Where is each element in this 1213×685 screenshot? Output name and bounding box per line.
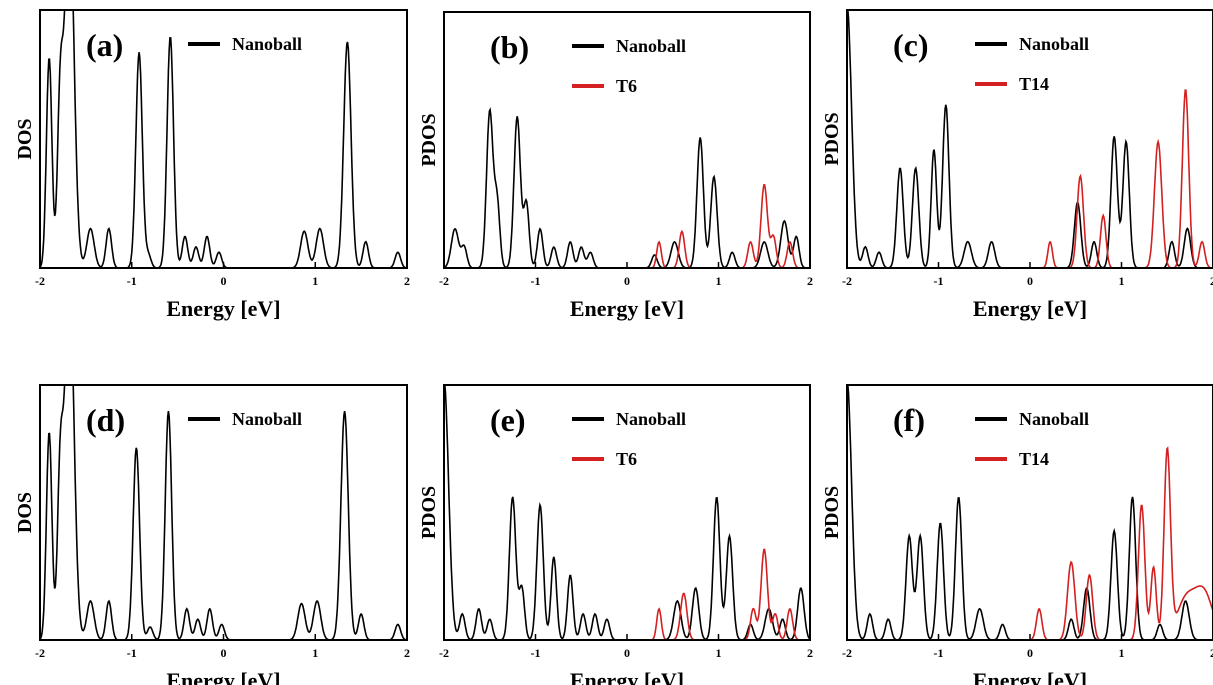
panel-c: -2 -1 0 1 2 Energy [eV] PDOS (c) Nanoball T14	[821, 9, 1213, 321]
x-tick-label: 2	[807, 646, 813, 660]
legend-label: Nanoball	[232, 409, 302, 429]
legend-label: T6	[616, 76, 637, 96]
panel-label: (d)	[86, 402, 125, 438]
x-tick-label: 2	[404, 646, 410, 660]
x-tick-label: 1	[312, 646, 318, 660]
x-tick-label: -1	[531, 274, 541, 288]
x-tick-label: -1	[934, 274, 944, 288]
x-tick-label: -2	[439, 646, 449, 660]
x-axis-label: Energy [eV]	[570, 668, 684, 685]
series-line-nanoball	[444, 106, 810, 268]
legend-label: Nanoball	[1019, 34, 1089, 54]
legend-label: Nanoball	[616, 36, 686, 56]
panel-d: -2 -1 0 1 2 Energy [eV] DOS (d) Nanoball	[14, 384, 410, 685]
y-axis-label: PDOS	[821, 112, 843, 165]
x-tick-label: -2	[842, 274, 852, 288]
series-line-t6	[444, 548, 810, 640]
panel-label: (c)	[893, 27, 929, 63]
y-axis-label: PDOS	[418, 486, 440, 539]
x-tick-label: 0	[624, 274, 630, 288]
legend-label: T14	[1019, 449, 1049, 469]
legend-label: Nanoball	[1019, 409, 1089, 429]
x-tick-label: -1	[934, 646, 944, 660]
x-tick-label: 2	[807, 274, 813, 288]
x-axis-label: Energy [eV]	[166, 668, 280, 685]
x-tick-label: 0	[221, 274, 227, 288]
panel-b: -2 -1 0 1 2 Energy [eV] PDOS (b) Nanoball T6	[418, 11, 813, 321]
x-tick-label: -2	[35, 646, 45, 660]
legend-label: Nanoball	[616, 409, 686, 429]
x-tick-label: 2	[1210, 274, 1213, 288]
x-tick-label: -1	[127, 646, 137, 660]
x-tick-label: 0	[221, 646, 227, 660]
x-axis-label: Energy [eV]	[973, 668, 1087, 685]
panel-f: -2 -1 0 1 2 Energy [eV] PDOS (f) Nanoball T14	[821, 384, 1213, 685]
x-axis-label: Energy [eV]	[166, 296, 280, 321]
series-line-t14	[847, 446, 1213, 640]
panel-label: (a)	[86, 27, 123, 63]
legend-label: T6	[616, 449, 637, 469]
x-tick-label: 0	[1027, 274, 1033, 288]
y-axis-label: DOS	[14, 118, 36, 159]
panel-label: (f)	[893, 402, 925, 438]
x-tick-label: -2	[842, 646, 852, 660]
x-tick-label: 1	[1119, 274, 1125, 288]
x-tick-label: -1	[127, 274, 137, 288]
legend-label: T14	[1019, 74, 1049, 94]
legend-label: Nanoball	[232, 34, 302, 54]
x-tick-label: -2	[35, 274, 45, 288]
series-line-t14	[847, 89, 1213, 268]
x-tick-label: -2	[439, 274, 449, 288]
x-tick-label: 1	[1119, 646, 1125, 660]
x-tick-label: -1	[531, 646, 541, 660]
x-axis-label: Energy [eV]	[570, 296, 684, 321]
x-tick-label: 1	[716, 274, 722, 288]
x-tick-label: 1	[716, 646, 722, 660]
x-tick-label: 2	[1210, 646, 1213, 660]
x-axis-label: Energy [eV]	[973, 296, 1087, 321]
panel-e: -2 -1 0 1 2 Energy [eV] PDOS (e) Nanoball T6	[418, 384, 813, 685]
x-tick-label: 2	[404, 274, 410, 288]
series-line-nanoball	[847, 10, 1213, 268]
panel-label: (e)	[490, 402, 526, 438]
series-line-nanoball	[40, 385, 407, 640]
y-axis-label: PDOS	[821, 486, 843, 539]
x-tick-label: 0	[624, 646, 630, 660]
panel-label: (b)	[490, 29, 529, 65]
series-line-t6	[444, 183, 810, 268]
y-axis-label: PDOS	[418, 113, 440, 166]
panel-a: -2 -1 0 1 2 Energy [eV] DOS (a) Nanoball	[14, 9, 410, 321]
y-axis-label: DOS	[14, 492, 36, 533]
x-tick-label: 1	[312, 274, 318, 288]
x-tick-label: 0	[1027, 646, 1033, 660]
